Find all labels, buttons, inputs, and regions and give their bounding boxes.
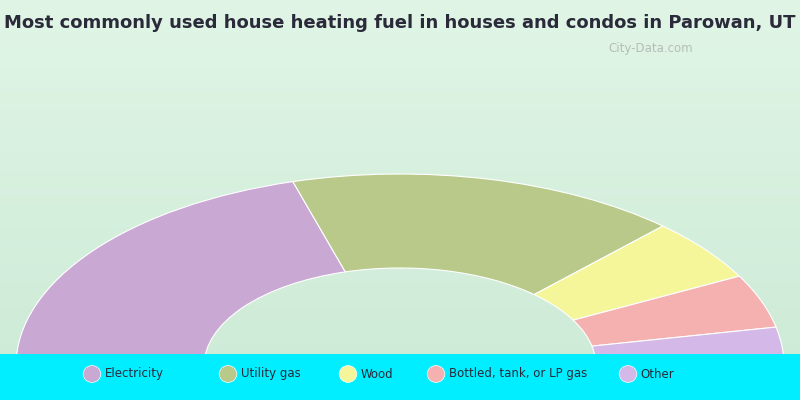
Text: Electricity: Electricity: [105, 368, 164, 380]
Text: Wood: Wood: [361, 368, 394, 380]
Wedge shape: [293, 174, 663, 294]
Ellipse shape: [219, 366, 237, 382]
Text: Other: Other: [641, 368, 674, 380]
Text: City-Data.com: City-Data.com: [608, 42, 693, 55]
Wedge shape: [534, 226, 739, 320]
Wedge shape: [574, 276, 776, 346]
Ellipse shape: [339, 366, 357, 382]
Ellipse shape: [427, 366, 445, 382]
Text: Most commonly used house heating fuel in houses and condos in Parowan, UT: Most commonly used house heating fuel in…: [4, 14, 796, 32]
Text: Utility gas: Utility gas: [241, 368, 301, 380]
Bar: [0, 354, 800, 400]
Wedge shape: [592, 327, 784, 366]
Ellipse shape: [83, 366, 101, 382]
Text: Bottled, tank, or LP gas: Bottled, tank, or LP gas: [449, 368, 587, 380]
Ellipse shape: [619, 366, 637, 382]
Wedge shape: [16, 182, 346, 366]
